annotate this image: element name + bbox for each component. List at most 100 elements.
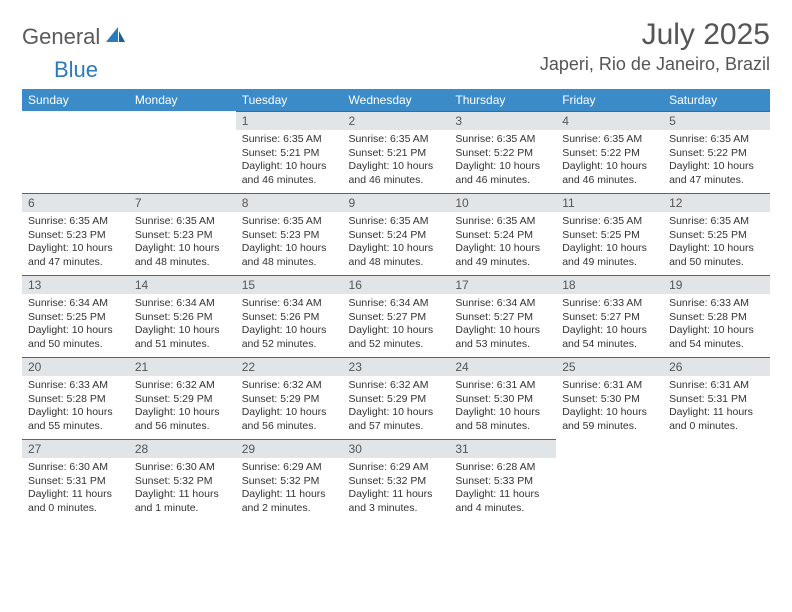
sunrise-text: Sunrise: 6:35 AM [349, 133, 444, 147]
sunset-text: Sunset: 5:24 PM [349, 229, 444, 243]
day-body: Sunrise: 6:33 AMSunset: 5:27 PMDaylight:… [556, 294, 663, 356]
calendar-cell: 26Sunrise: 6:31 AMSunset: 5:31 PMDayligh… [663, 357, 770, 439]
sunset-text: Sunset: 5:25 PM [562, 229, 657, 243]
calendar-cell: 9Sunrise: 6:35 AMSunset: 5:24 PMDaylight… [343, 193, 450, 275]
sunset-text: Sunset: 5:23 PM [135, 229, 230, 243]
sunrise-text: Sunrise: 6:35 AM [135, 215, 230, 229]
logo-sail-icon [104, 25, 126, 50]
sunset-text: Sunset: 5:29 PM [135, 393, 230, 407]
calendar-row: 1Sunrise: 6:35 AMSunset: 5:21 PMDaylight… [22, 111, 770, 193]
sunrise-text: Sunrise: 6:35 AM [669, 133, 764, 147]
day-body: Sunrise: 6:35 AMSunset: 5:22 PMDaylight:… [663, 130, 770, 192]
daylight-text: Daylight: 11 hours and 3 minutes. [349, 488, 444, 515]
day-number: 21 [129, 357, 236, 376]
day-number: 28 [129, 439, 236, 458]
day-number: 2 [343, 111, 450, 130]
day-number: 20 [22, 357, 129, 376]
calendar-cell: 17Sunrise: 6:34 AMSunset: 5:27 PMDayligh… [449, 275, 556, 357]
calendar-row: 13Sunrise: 6:34 AMSunset: 5:25 PMDayligh… [22, 275, 770, 357]
sunset-text: Sunset: 5:32 PM [135, 475, 230, 489]
sunrise-text: Sunrise: 6:34 AM [242, 297, 337, 311]
logo-word2: Blue [54, 57, 98, 82]
daylight-text: Daylight: 10 hours and 54 minutes. [669, 324, 764, 351]
sunrise-text: Sunrise: 6:30 AM [135, 461, 230, 475]
sunset-text: Sunset: 5:24 PM [455, 229, 550, 243]
daylight-text: Daylight: 10 hours and 53 minutes. [455, 324, 550, 351]
sunrise-text: Sunrise: 6:33 AM [562, 297, 657, 311]
day-body: Sunrise: 6:31 AMSunset: 5:31 PMDaylight:… [663, 376, 770, 438]
calendar-cell: 21Sunrise: 6:32 AMSunset: 5:29 PMDayligh… [129, 357, 236, 439]
day-header: Tuesday [236, 89, 343, 111]
day-number: 16 [343, 275, 450, 294]
calendar-cell: 29Sunrise: 6:29 AMSunset: 5:32 PMDayligh… [236, 439, 343, 521]
daylight-text: Daylight: 10 hours and 52 minutes. [242, 324, 337, 351]
day-number: 5 [663, 111, 770, 130]
calendar-cell: 3Sunrise: 6:35 AMSunset: 5:22 PMDaylight… [449, 111, 556, 193]
calendar-cell: 24Sunrise: 6:31 AMSunset: 5:30 PMDayligh… [449, 357, 556, 439]
daylight-text: Daylight: 10 hours and 55 minutes. [28, 406, 123, 433]
day-number: 25 [556, 357, 663, 376]
day-number: 1 [236, 111, 343, 130]
day-number: 31 [449, 439, 556, 458]
day-number: 14 [129, 275, 236, 294]
day-number: 17 [449, 275, 556, 294]
sunrise-text: Sunrise: 6:33 AM [669, 297, 764, 311]
daylight-text: Daylight: 10 hours and 46 minutes. [455, 160, 550, 187]
day-body: Sunrise: 6:35 AMSunset: 5:23 PMDaylight:… [22, 212, 129, 274]
logo-word1: General [22, 24, 100, 50]
sunrise-text: Sunrise: 6:35 AM [562, 133, 657, 147]
sunrise-text: Sunrise: 6:35 AM [28, 215, 123, 229]
day-body: Sunrise: 6:35 AMSunset: 5:25 PMDaylight:… [663, 212, 770, 274]
day-body: Sunrise: 6:31 AMSunset: 5:30 PMDaylight:… [556, 376, 663, 438]
day-body: Sunrise: 6:34 AMSunset: 5:25 PMDaylight:… [22, 294, 129, 356]
calendar-cell: 6Sunrise: 6:35 AMSunset: 5:23 PMDaylight… [22, 193, 129, 275]
daylight-text: Daylight: 11 hours and 0 minutes. [28, 488, 123, 515]
sunset-text: Sunset: 5:32 PM [242, 475, 337, 489]
sunset-text: Sunset: 5:30 PM [455, 393, 550, 407]
daylight-text: Daylight: 10 hours and 46 minutes. [349, 160, 444, 187]
sunset-text: Sunset: 5:33 PM [455, 475, 550, 489]
sunset-text: Sunset: 5:27 PM [562, 311, 657, 325]
day-body: Sunrise: 6:34 AMSunset: 5:27 PMDaylight:… [449, 294, 556, 356]
sunset-text: Sunset: 5:21 PM [242, 147, 337, 161]
day-body: Sunrise: 6:29 AMSunset: 5:32 PMDaylight:… [236, 458, 343, 520]
calendar-cell [663, 439, 770, 521]
calendar-cell: 7Sunrise: 6:35 AMSunset: 5:23 PMDaylight… [129, 193, 236, 275]
day-number: 6 [22, 193, 129, 212]
daylight-text: Daylight: 10 hours and 56 minutes. [242, 406, 337, 433]
calendar-cell: 25Sunrise: 6:31 AMSunset: 5:30 PMDayligh… [556, 357, 663, 439]
day-body: Sunrise: 6:32 AMSunset: 5:29 PMDaylight:… [343, 376, 450, 438]
day-number: 3 [449, 111, 556, 130]
sunrise-text: Sunrise: 6:35 AM [455, 215, 550, 229]
day-number: 18 [556, 275, 663, 294]
daylight-text: Daylight: 10 hours and 57 minutes. [349, 406, 444, 433]
sunrise-text: Sunrise: 6:35 AM [349, 215, 444, 229]
day-body: Sunrise: 6:34 AMSunset: 5:27 PMDaylight:… [343, 294, 450, 356]
calendar-cell: 5Sunrise: 6:35 AMSunset: 5:22 PMDaylight… [663, 111, 770, 193]
sunset-text: Sunset: 5:26 PM [135, 311, 230, 325]
day-header: Friday [556, 89, 663, 111]
day-number: 27 [22, 439, 129, 458]
daylight-text: Daylight: 10 hours and 48 minutes. [349, 242, 444, 269]
day-number: 22 [236, 357, 343, 376]
daylight-text: Daylight: 10 hours and 52 minutes. [349, 324, 444, 351]
day-number: 23 [343, 357, 450, 376]
daylight-text: Daylight: 10 hours and 51 minutes. [135, 324, 230, 351]
calendar-cell: 28Sunrise: 6:30 AMSunset: 5:32 PMDayligh… [129, 439, 236, 521]
calendar-cell: 20Sunrise: 6:33 AMSunset: 5:28 PMDayligh… [22, 357, 129, 439]
day-body: Sunrise: 6:31 AMSunset: 5:30 PMDaylight:… [449, 376, 556, 438]
day-number: 11 [556, 193, 663, 212]
calendar-cell: 2Sunrise: 6:35 AMSunset: 5:21 PMDaylight… [343, 111, 450, 193]
sunrise-text: Sunrise: 6:35 AM [242, 133, 337, 147]
calendar-cell: 8Sunrise: 6:35 AMSunset: 5:23 PMDaylight… [236, 193, 343, 275]
day-number: 15 [236, 275, 343, 294]
logo: General [22, 18, 128, 50]
daylight-text: Daylight: 10 hours and 48 minutes. [135, 242, 230, 269]
sunset-text: Sunset: 5:22 PM [562, 147, 657, 161]
day-number: 24 [449, 357, 556, 376]
day-body: Sunrise: 6:28 AMSunset: 5:33 PMDaylight:… [449, 458, 556, 520]
day-header: Monday [129, 89, 236, 111]
day-number: 30 [343, 439, 450, 458]
day-body: Sunrise: 6:35 AMSunset: 5:23 PMDaylight:… [129, 212, 236, 274]
sunrise-text: Sunrise: 6:32 AM [242, 379, 337, 393]
